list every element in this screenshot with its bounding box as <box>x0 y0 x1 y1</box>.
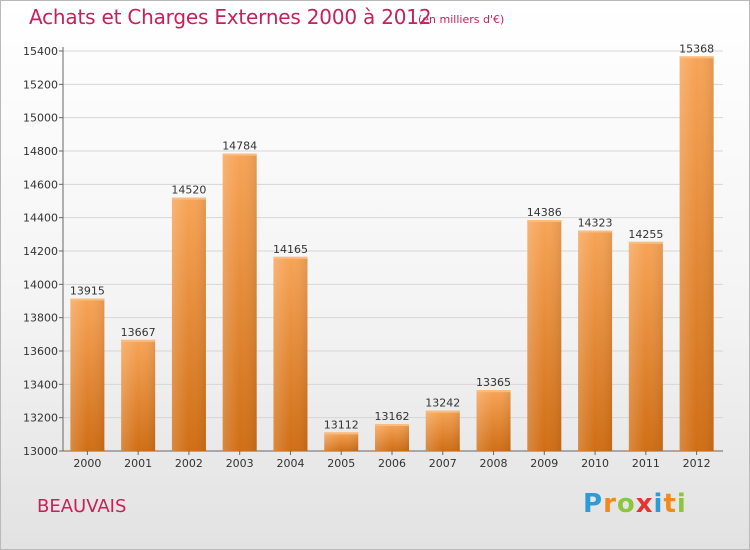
bar-top-highlight <box>578 230 613 233</box>
bar-shade <box>679 56 714 451</box>
data-label: 14784 <box>222 140 257 153</box>
bar-shade <box>273 256 308 451</box>
logo-letter: i <box>653 489 664 519</box>
data-label: 15368 <box>679 42 714 55</box>
x-tick-label: 2002 <box>175 457 203 470</box>
data-label: 14386 <box>527 206 562 219</box>
logo-letter: x <box>635 489 654 519</box>
chart-subtitle: (en milliers d'€) <box>418 13 505 26</box>
chart-title: Achats et Charges Externes 2000 à 2012 <box>29 5 432 29</box>
bar-top-highlight <box>222 153 257 156</box>
bar-shade <box>628 241 663 451</box>
y-tick-label: 15400 <box>23 45 58 58</box>
bar-top-highlight <box>425 410 460 413</box>
x-tick-label: 2001 <box>124 457 152 470</box>
bar-top-highlight <box>476 390 511 393</box>
logo-letter: o <box>616 489 636 519</box>
data-label: 14255 <box>628 228 663 241</box>
logo-letter: r <box>603 489 617 519</box>
y-tick-label: 13000 <box>23 445 58 458</box>
bar-top-highlight <box>527 220 562 222</box>
bar-shade <box>375 424 409 451</box>
x-tick-label: 2012 <box>683 457 711 470</box>
bar-shade <box>425 410 460 451</box>
logo-letter: t <box>663 489 677 519</box>
data-label: 13667 <box>121 326 156 339</box>
x-tick-label: 2009 <box>530 457 558 470</box>
bar-shade <box>527 220 562 451</box>
bar-shade <box>578 230 613 451</box>
bar-top-highlight <box>628 241 663 244</box>
x-tick-label: 2006 <box>378 457 406 470</box>
x-tick-label: 2007 <box>429 457 457 470</box>
x-tick-label: 2005 <box>327 457 355 470</box>
bar-shade <box>222 153 257 451</box>
x-tick-label: 2004 <box>276 457 304 470</box>
data-label: 14323 <box>578 217 613 230</box>
y-tick-label: 14000 <box>23 278 58 291</box>
bar-top-highlight <box>273 256 308 259</box>
city-name: BEAUVAIS <box>37 496 127 517</box>
y-tick-label: 13200 <box>23 412 58 425</box>
x-tick-label: 2010 <box>581 457 609 470</box>
proxiti-logo: Proxiti <box>583 489 687 519</box>
data-label: 14165 <box>273 243 308 256</box>
bars <box>70 56 714 451</box>
bar-shade <box>171 197 206 451</box>
bar-shade <box>324 432 359 451</box>
bar-top-highlight <box>679 56 714 59</box>
data-labels: 13915 13667 14520 14784 14165 13112 13162 13242… <box>70 42 714 431</box>
data-label: 13162 <box>375 410 410 423</box>
bar-top-highlight <box>324 432 359 435</box>
grid-lines <box>63 50 723 452</box>
y-tick-label: 15200 <box>23 78 58 91</box>
bar-shade <box>70 298 105 451</box>
x-tick-label: 2003 <box>226 457 254 470</box>
y-tick-label: 14400 <box>23 212 58 225</box>
bar-top-highlight <box>121 339 156 342</box>
y-tick-label: 14800 <box>23 145 58 158</box>
x-tick-label: 2000 <box>73 457 101 470</box>
bar-shade <box>476 390 511 451</box>
data-label: 13242 <box>425 397 460 410</box>
y-tick-label: 14200 <box>23 245 58 258</box>
x-tick-label: 2011 <box>632 457 660 470</box>
data-label: 13915 <box>70 285 105 298</box>
bar-top-highlight <box>70 298 105 301</box>
bar-shade <box>121 339 156 451</box>
bar-top-highlight <box>171 197 206 200</box>
axes: 13000 13200 13400 13600 13800 14000 14200 14400… <box>23 45 723 470</box>
y-tick-label: 13400 <box>23 378 58 391</box>
y-tick-label: 15000 <box>23 112 58 125</box>
data-label: 14520 <box>171 184 206 197</box>
y-tick-label: 14600 <box>23 178 58 191</box>
logo-letter: P <box>583 489 604 519</box>
y-tick-label: 13800 <box>23 312 58 325</box>
logo-letter: i <box>676 489 687 519</box>
x-tick-label: 2008 <box>480 457 508 470</box>
y-tick-label: 13600 <box>23 345 58 358</box>
data-label: 13365 <box>476 376 511 389</box>
bar-top-highlight <box>375 424 409 426</box>
data-label: 13112 <box>324 418 359 431</box>
